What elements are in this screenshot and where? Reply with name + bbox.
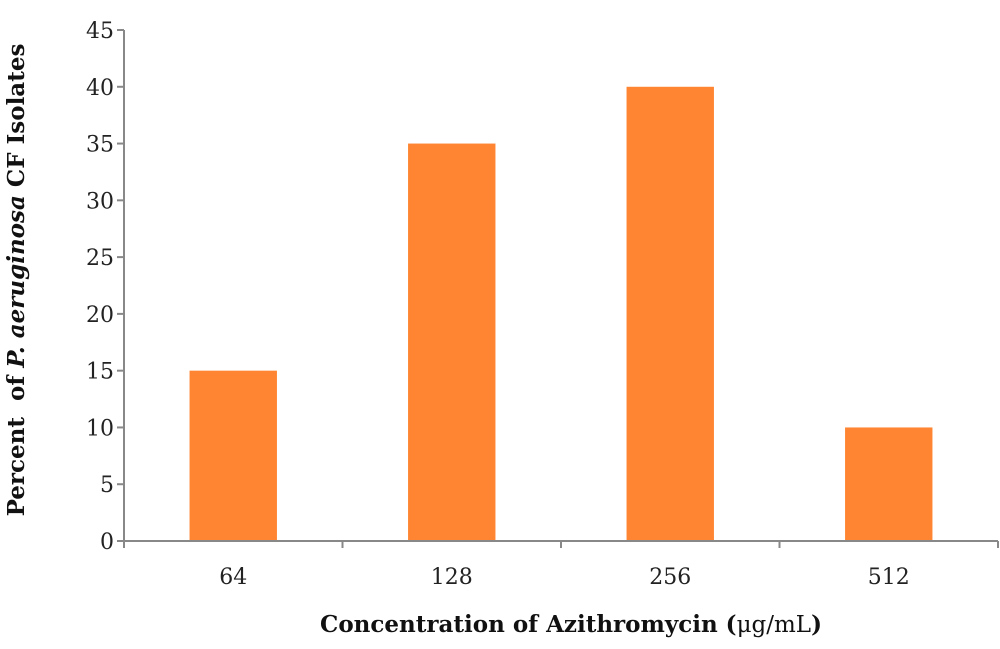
y-axis-title: Percent of P. aeruginosa CF Isolates xyxy=(3,44,30,517)
y-tick-label: 30 xyxy=(86,189,114,214)
x-tick-label: 512 xyxy=(868,565,910,590)
bar-64 xyxy=(189,370,277,541)
y-tick-label: 25 xyxy=(86,246,114,271)
x-tick-label: 256 xyxy=(649,565,691,590)
x-axis-title-unit: μg/mL xyxy=(737,612,812,638)
y-tick-label: 40 xyxy=(86,76,114,101)
y-ticks-group: 0 5 10 15 20 25 30 35 40 45 xyxy=(86,19,124,555)
y-tick-label: 15 xyxy=(86,360,114,385)
bars-group xyxy=(189,86,933,542)
y-axis-title-prefix: Percent of xyxy=(3,368,30,517)
y-tick-label: 0 xyxy=(100,530,114,555)
x-tick-label: 128 xyxy=(431,565,473,590)
x-axis-title: Concentration of Azithromycin (μg/mL) xyxy=(320,611,822,638)
bar-256 xyxy=(626,86,714,542)
y-tick-label: 10 xyxy=(86,416,114,441)
y-tick-label: 5 xyxy=(100,473,114,498)
y-tick-label: 35 xyxy=(86,133,114,158)
x-ticks-group: 64 128 256 512 xyxy=(123,541,999,590)
y-axis-title-species: P. aeruginosa xyxy=(3,195,30,369)
x-axis-title-suffix: ) xyxy=(811,611,822,638)
x-axis-title-prefix: Concentration of Azithromycin ( xyxy=(320,611,737,638)
y-tick-label: 20 xyxy=(86,303,114,328)
y-axis-title-suffix: CF Isolates xyxy=(3,44,30,196)
x-tick-label: 64 xyxy=(219,565,247,590)
bar-128 xyxy=(408,143,496,542)
y-tick-label: 45 xyxy=(86,19,114,44)
bar-512 xyxy=(845,427,933,541)
